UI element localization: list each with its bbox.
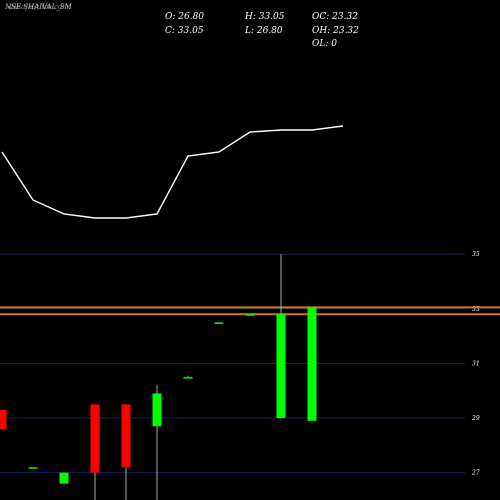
ohlc-close: C: 33.05 [165,26,204,36]
candle-body [307,307,317,421]
ohlc-open-low: OL: 0 [312,39,337,49]
candle-body [183,377,193,379]
candle-body [90,404,100,473]
y-tick-label: 35 [472,251,480,258]
ohlc-high: H: 33.05 [245,12,285,22]
candle-body [276,314,286,419]
candle-body [152,393,162,427]
line-series [1,125,344,219]
ohlc-low: L: 26.80 [245,26,283,36]
candle-body [59,472,69,484]
y-tick-label: 31 [472,360,480,367]
ohlc-open-high: OH: 23.32 [312,26,359,36]
candle-body [214,322,224,324]
symbol-label: NSE SHAIVAL_SM [5,3,72,11]
y-tick-label: 29 [471,415,480,422]
ohlc-open: O: 26.80 [165,12,205,22]
candle-body [28,467,38,469]
candle-body [245,314,255,316]
watermark-label: MunafaSutra.com [5,3,69,11]
candle-body [0,409,7,429]
y-tick-label: 27 [471,470,480,477]
candle-body [121,404,131,468]
ohlc-open-close: OC: 23.32 [312,12,358,22]
y-tick-label: 33 [472,306,480,313]
